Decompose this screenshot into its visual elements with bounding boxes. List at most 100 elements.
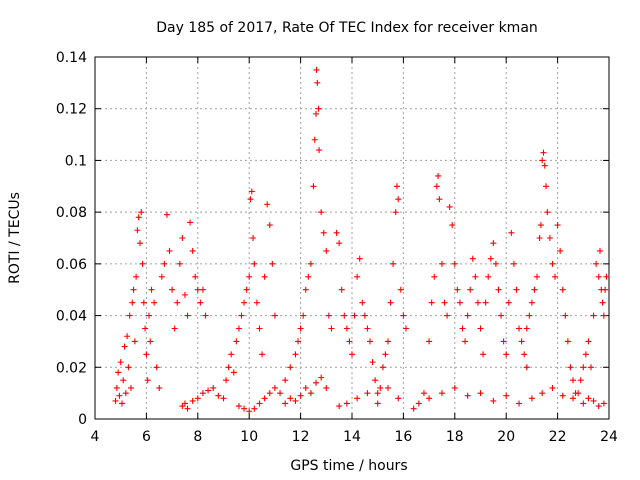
data-point	[456, 299, 463, 306]
data-point	[428, 299, 435, 306]
data-point	[243, 286, 250, 293]
data-point	[115, 369, 122, 376]
y-axis-label: ROTI / TECUs	[7, 192, 23, 284]
data-point	[199, 286, 206, 293]
data-point	[585, 395, 592, 402]
data-point	[436, 196, 443, 203]
data-point	[305, 273, 312, 280]
data-point	[505, 299, 512, 306]
x-tick-label: 24	[600, 429, 618, 445]
data-point	[313, 110, 320, 117]
data-point	[395, 196, 402, 203]
data-point	[356, 255, 363, 262]
x-tick-label: 12	[292, 429, 310, 445]
data-point	[541, 162, 548, 169]
x-axis-label: GPS time / hours	[290, 458, 407, 474]
y-tick-label: 0.06	[56, 257, 87, 273]
data-point	[287, 395, 294, 402]
data-point	[426, 338, 433, 345]
data-point	[593, 260, 600, 267]
data-point	[410, 405, 417, 412]
data-point	[390, 260, 397, 267]
data-point	[402, 325, 409, 332]
data-point	[264, 201, 271, 208]
data-point	[379, 364, 386, 371]
data-point	[197, 299, 204, 306]
data-point	[431, 273, 438, 280]
data-point	[472, 273, 479, 280]
data-point	[205, 387, 212, 394]
data-point	[134, 227, 141, 234]
data-point	[333, 229, 340, 236]
data-point	[169, 286, 176, 293]
data-point	[516, 400, 523, 407]
data-point	[179, 235, 186, 241]
data-point	[451, 384, 458, 391]
data-point	[523, 325, 530, 332]
data-point	[230, 369, 237, 376]
data-point	[253, 299, 260, 306]
data-point	[600, 400, 607, 407]
data-point	[400, 312, 407, 319]
data-point	[184, 312, 191, 319]
data-point	[454, 286, 461, 293]
data-point	[148, 286, 155, 293]
data-point	[113, 384, 120, 391]
data-point	[557, 247, 564, 254]
data-point	[199, 390, 206, 397]
data-point	[377, 384, 384, 391]
grid-lines	[95, 57, 609, 419]
data-point	[580, 400, 587, 407]
data-point	[246, 408, 253, 415]
data-point	[271, 312, 278, 319]
data-point	[341, 312, 348, 319]
data-point	[503, 392, 510, 399]
data-point	[323, 384, 330, 391]
data-point	[320, 229, 327, 236]
data-point	[603, 273, 610, 280]
data-point	[179, 403, 186, 410]
data-point	[144, 377, 151, 384]
data-point	[318, 209, 325, 216]
data-point	[189, 247, 196, 254]
data-point	[238, 312, 245, 319]
data-point	[595, 273, 602, 280]
data-point	[420, 390, 427, 397]
data-point	[528, 395, 535, 402]
data-point	[369, 359, 376, 366]
data-point	[516, 325, 523, 332]
data-point	[500, 338, 507, 345]
data-point	[235, 325, 242, 332]
data-point	[364, 325, 371, 332]
data-point	[549, 260, 556, 267]
data-point	[462, 338, 469, 345]
data-point	[444, 312, 451, 319]
data-point	[539, 390, 546, 397]
data-point	[233, 338, 240, 345]
y-tick-label: 0.1	[65, 153, 87, 169]
data-point	[526, 312, 533, 319]
x-tick-label: 10	[240, 429, 258, 445]
data-point	[513, 286, 520, 293]
data-point	[602, 286, 609, 293]
data-point	[292, 351, 299, 358]
data-point	[131, 338, 138, 345]
data-point	[554, 222, 561, 229]
data-point	[156, 384, 163, 391]
data-point	[192, 273, 199, 280]
data-point	[540, 149, 547, 156]
x-tick-label: 20	[497, 429, 515, 445]
data-point	[313, 379, 320, 386]
x-tick-label: 8	[193, 429, 202, 445]
data-point	[124, 333, 131, 340]
data-point	[228, 351, 235, 358]
data-point	[469, 255, 476, 262]
data-point	[582, 351, 589, 358]
data-point	[129, 299, 136, 306]
data-point	[552, 273, 559, 280]
data-point	[441, 299, 448, 306]
data-point	[223, 377, 230, 384]
data-point	[600, 312, 607, 319]
data-point	[166, 247, 173, 254]
data-point	[142, 325, 149, 332]
